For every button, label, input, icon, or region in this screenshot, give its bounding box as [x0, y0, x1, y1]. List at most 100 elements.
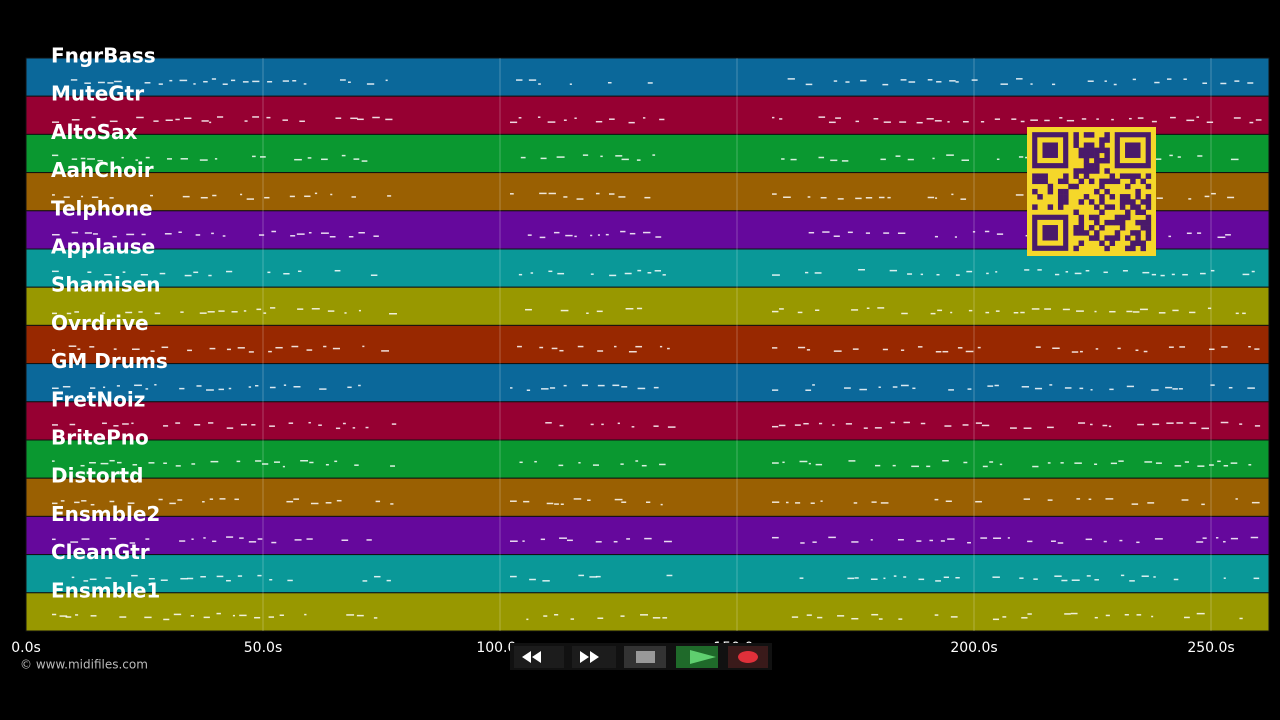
note [1147, 502, 1155, 504]
note [1079, 387, 1084, 390]
note [1078, 422, 1086, 424]
note [934, 614, 939, 616]
note [624, 272, 632, 275]
note [87, 158, 95, 160]
note [163, 425, 169, 427]
note [75, 614, 79, 616]
note [1087, 80, 1094, 82]
note [127, 502, 135, 504]
note [573, 498, 582, 500]
note [257, 538, 263, 540]
note [897, 538, 904, 541]
note [955, 576, 960, 579]
record-button[interactable] [728, 646, 768, 668]
qr-module [1078, 152, 1085, 159]
qr-module [1094, 157, 1100, 164]
qr-module [1119, 204, 1126, 210]
qr-module [1094, 214, 1100, 221]
note [145, 388, 149, 390]
note [329, 236, 336, 238]
stop-button[interactable] [624, 646, 666, 668]
note [1007, 537, 1010, 539]
note [138, 311, 143, 313]
note [556, 156, 565, 158]
qr-module [1083, 157, 1090, 164]
note [294, 539, 302, 541]
note [779, 118, 783, 120]
qr-module [1088, 168, 1095, 174]
note [851, 541, 859, 543]
note [977, 346, 981, 349]
note [222, 235, 226, 237]
note [226, 348, 231, 351]
note [1197, 232, 1202, 234]
qr-module [1104, 188, 1110, 195]
note [289, 195, 295, 198]
note [248, 351, 254, 353]
note [936, 81, 942, 83]
qr-module [1109, 204, 1116, 210]
note [637, 269, 642, 272]
note [216, 575, 224, 578]
qr-module [1047, 183, 1054, 190]
note [887, 196, 891, 199]
qr-module [1073, 137, 1079, 143]
note [1171, 273, 1175, 276]
note [71, 158, 78, 160]
note [226, 536, 234, 538]
note [935, 351, 942, 353]
qr-module [1140, 240, 1146, 246]
qr-module [1073, 225, 1079, 231]
qr-module [1119, 199, 1126, 205]
note [237, 575, 243, 577]
note [334, 269, 341, 272]
note [1108, 425, 1112, 428]
note [1102, 424, 1108, 427]
play-button[interactable] [676, 646, 718, 668]
note [803, 422, 809, 425]
rewind-button[interactable] [514, 646, 564, 668]
qr-module [1088, 147, 1095, 154]
note [362, 345, 365, 348]
note [510, 387, 513, 389]
qr-module [1088, 178, 1095, 185]
qr-module [1088, 163, 1095, 169]
note [173, 613, 182, 616]
note [653, 425, 659, 427]
note [1018, 156, 1024, 158]
note [299, 120, 305, 123]
qr-module [1099, 225, 1105, 231]
fast-forward-button[interactable] [572, 646, 616, 668]
note [271, 541, 277, 544]
note [1044, 119, 1050, 122]
note [342, 422, 346, 425]
qr-module [1114, 230, 1121, 236]
note [84, 232, 92, 234]
note [1174, 465, 1182, 467]
note [955, 81, 959, 83]
qr-module [1073, 132, 1079, 138]
note [365, 426, 369, 429]
qr-module [1063, 173, 1069, 179]
note [539, 236, 546, 239]
note [126, 233, 135, 236]
qr-module [1104, 178, 1110, 185]
qr-finder [1125, 142, 1141, 158]
note [60, 500, 65, 502]
qr-module [1125, 209, 1131, 216]
note [1184, 616, 1190, 619]
note [230, 79, 236, 82]
note [935, 580, 941, 582]
note [612, 384, 620, 387]
note [193, 271, 199, 274]
note [1201, 503, 1205, 506]
note [52, 121, 60, 123]
note [795, 502, 801, 504]
qr-finder [1042, 142, 1058, 158]
note [1242, 312, 1246, 315]
note [251, 424, 256, 426]
note [140, 273, 148, 276]
note [1210, 269, 1215, 272]
note [601, 423, 604, 426]
qr-module [1063, 199, 1069, 205]
